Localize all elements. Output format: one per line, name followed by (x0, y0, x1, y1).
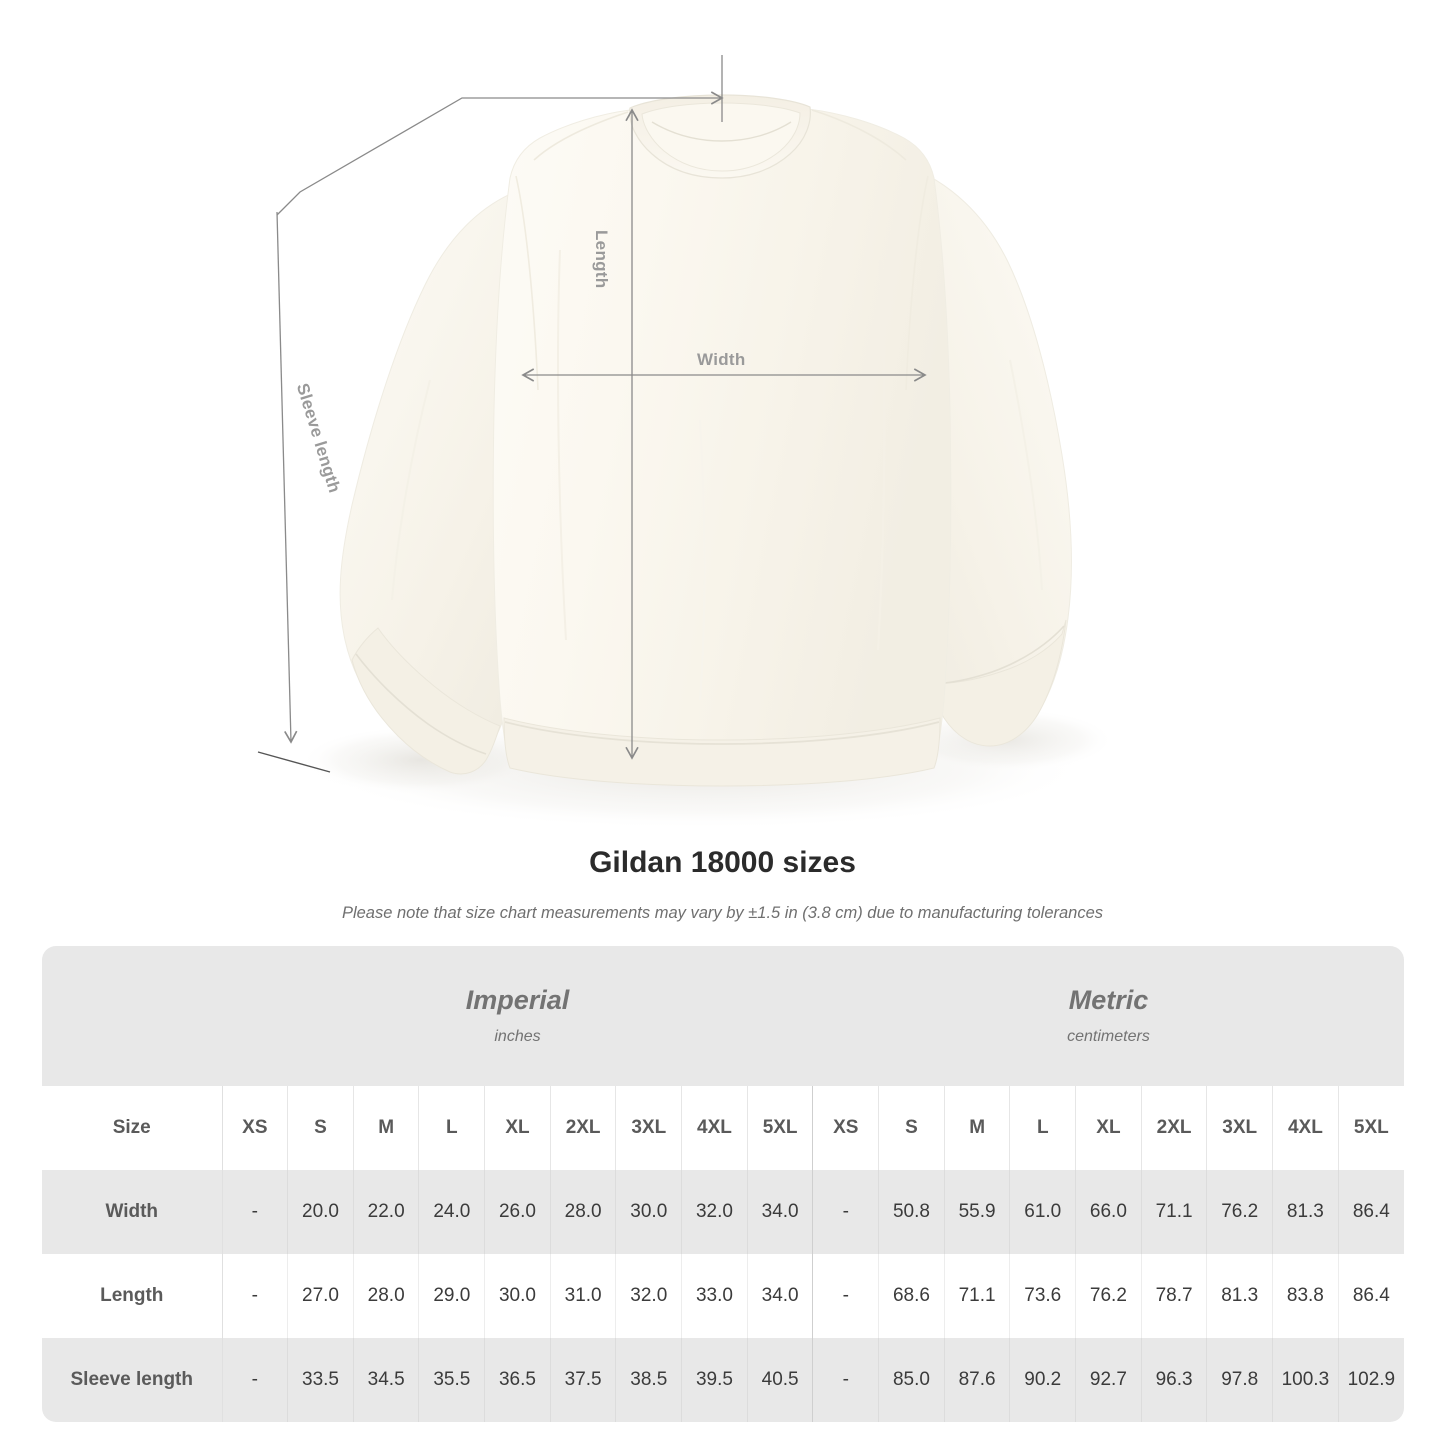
cell-metric-xs: - (812, 1338, 880, 1422)
measurement-label-sleeve-length: Sleeve length (42, 1338, 223, 1422)
title-block: Gildan 18000 sizes Please note that size… (0, 845, 1445, 924)
cell-imperial-2xl: 28.0 (550, 1170, 617, 1254)
cell-metric-3xl: 81.3 (1206, 1254, 1274, 1338)
cell-metric-3xl: 97.8 (1206, 1338, 1274, 1422)
width-dimension-label: Width (697, 350, 746, 369)
size-table-wrapper: Imperial inches Metric centimeters Size XS S M L… (42, 946, 1404, 1422)
table-row: Length -27.0 28.0 29.0 30.0 31.0 32.0 33.0 34.0-… (42, 1254, 1404, 1338)
size-header-m: M (944, 1086, 1011, 1170)
cell-imperial-l: 24.0 (418, 1170, 486, 1254)
cell-metric-s: 68.6 (878, 1254, 945, 1338)
size-header-s: S (287, 1086, 354, 1170)
size-header-m: M (353, 1086, 420, 1170)
cell-imperial-xl: 30.0 (484, 1254, 551, 1338)
cell-imperial-s: 27.0 (287, 1254, 354, 1338)
size-header-xs: XS (812, 1086, 880, 1170)
cell-imperial-5xl: 40.5 (747, 1338, 814, 1422)
size-header-xl: XL (484, 1086, 551, 1170)
cell-metric-5xl: 86.4 (1338, 1254, 1404, 1338)
unit-group-name: Metric (1068, 985, 1149, 1016)
cell-metric-l: 90.2 (1009, 1338, 1077, 1422)
cell-metric-m: 87.6 (944, 1338, 1011, 1422)
cell-metric-5xl: 102.9 (1338, 1338, 1404, 1422)
size-header-5xl: 5XL (747, 1086, 814, 1170)
cell-imperial-xs: - (222, 1170, 289, 1254)
cell-imperial-l: 29.0 (418, 1254, 486, 1338)
garment-diagram: Length Width Sleeve length (257, 55, 1115, 830)
unit-group-subtitle: centimeters (1067, 1028, 1150, 1046)
cell-imperial-4xl: 33.0 (681, 1254, 748, 1338)
cell-metric-xl: 76.2 (1075, 1254, 1142, 1338)
cell-metric-2xl: 71.1 (1141, 1170, 1208, 1254)
unit-group-name: Imperial (465, 985, 570, 1016)
cell-metric-m: 55.9 (944, 1170, 1011, 1254)
size-header-l: L (1009, 1086, 1077, 1170)
size-header-2xl: 2XL (550, 1086, 617, 1170)
cell-metric-l: 73.6 (1009, 1254, 1077, 1338)
cell-imperial-s: 20.0 (287, 1170, 354, 1254)
cell-imperial-3xl: 38.5 (615, 1338, 683, 1422)
measurement-label-length: Length (42, 1254, 223, 1338)
cell-metric-xl: 66.0 (1075, 1170, 1142, 1254)
cell-metric-xs: - (812, 1170, 880, 1254)
size-header-s: S (878, 1086, 945, 1170)
cell-metric-xs: - (812, 1254, 880, 1338)
length-dimension-label: Length (592, 230, 611, 289)
cell-imperial-3xl: 30.0 (615, 1170, 683, 1254)
cell-imperial-xl: 26.0 (484, 1170, 551, 1254)
unit-group-metric: Metric centimeters (812, 946, 1404, 1086)
cell-metric-s: 85.0 (878, 1338, 945, 1422)
cell-metric-xl: 92.7 (1075, 1338, 1142, 1422)
size-header-3xl: 3XL (1206, 1086, 1274, 1170)
cell-imperial-3xl: 32.0 (615, 1254, 683, 1338)
unit-group-imperial: Imperial inches (222, 946, 813, 1086)
sleeve-length-line (257, 211, 331, 773)
cell-imperial-xs: - (222, 1338, 289, 1422)
cell-imperial-5xl: 34.0 (747, 1170, 814, 1254)
size-column-header: Size (42, 1086, 223, 1170)
cell-imperial-s: 33.5 (287, 1338, 354, 1422)
size-header-5xl: 5XL (1338, 1086, 1404, 1170)
cell-metric-m: 71.1 (944, 1254, 1011, 1338)
table-row: Sleeve length -33.5 34.5 35.5 36.5 37.5 38.5 39… (42, 1338, 1404, 1422)
cell-imperial-m: 22.0 (353, 1170, 420, 1254)
page-title: Gildan 18000 sizes (589, 846, 856, 879)
tolerance-note: Please note that size chart measurements… (341, 904, 1104, 922)
size-header-l: L (418, 1086, 486, 1170)
unit-group-subtitle: inches (494, 1028, 541, 1046)
table-row: Width -20.0 22.0 24.0 26.0 28.0 30.0 32.0 34.0-5… (42, 1170, 1404, 1254)
size-header-xl: XL (1075, 1086, 1142, 1170)
cell-imperial-xl: 36.5 (484, 1338, 551, 1422)
size-header-4xl: 4XL (1272, 1086, 1339, 1170)
cell-metric-4xl: 100.3 (1272, 1338, 1339, 1422)
cell-imperial-4xl: 32.0 (681, 1170, 748, 1254)
size-header-3xl: 3XL (615, 1086, 683, 1170)
size-chart-table: Imperial inches Metric centimeters Size XS S M L… (42, 946, 1404, 1422)
size-header-row: Size XS S M L XL 2XL 3XL 4XL 5XL XS S M L XL 2XL 3XL 4XL 5… (42, 1086, 1404, 1170)
cell-imperial-2xl: 37.5 (550, 1338, 617, 1422)
size-header-2xl: 2XL (1141, 1086, 1208, 1170)
cell-metric-2xl: 78.7 (1141, 1254, 1208, 1338)
cell-imperial-m: 34.5 (353, 1338, 420, 1422)
size-header-xs: XS (222, 1086, 289, 1170)
cell-imperial-5xl: 34.0 (747, 1254, 814, 1338)
cell-metric-4xl: 83.8 (1272, 1254, 1339, 1338)
measurement-label-width: Width (42, 1170, 223, 1254)
cell-metric-2xl: 96.3 (1141, 1338, 1208, 1422)
sweatshirt-illustration (257, 55, 1115, 830)
size-header-4xl: 4XL (681, 1086, 748, 1170)
cell-imperial-m: 28.0 (353, 1254, 420, 1338)
cell-imperial-4xl: 39.5 (681, 1338, 748, 1422)
shoulder-pointer-line (276, 55, 724, 216)
unit-banner-spacer (42, 946, 223, 1086)
cell-metric-s: 50.8 (878, 1170, 945, 1254)
cell-imperial-2xl: 31.0 (550, 1254, 617, 1338)
cell-imperial-l: 35.5 (418, 1338, 486, 1422)
cell-metric-l: 61.0 (1009, 1170, 1077, 1254)
cell-metric-4xl: 81.3 (1272, 1170, 1339, 1254)
cell-imperial-xs: - (222, 1254, 289, 1338)
unit-banner-row: Imperial inches Metric centimeters (42, 946, 1404, 1086)
cell-metric-5xl: 86.4 (1338, 1170, 1404, 1254)
cell-metric-3xl: 76.2 (1206, 1170, 1274, 1254)
